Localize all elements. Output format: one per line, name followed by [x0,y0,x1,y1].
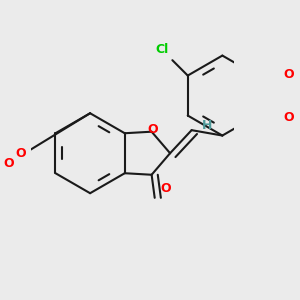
Text: O: O [16,147,26,160]
Text: O: O [283,68,294,80]
Text: O: O [283,111,294,124]
Text: O: O [3,158,14,170]
Text: O: O [148,123,158,136]
Text: Cl: Cl [155,43,169,56]
Text: H: H [202,119,213,132]
Text: O: O [161,182,172,195]
